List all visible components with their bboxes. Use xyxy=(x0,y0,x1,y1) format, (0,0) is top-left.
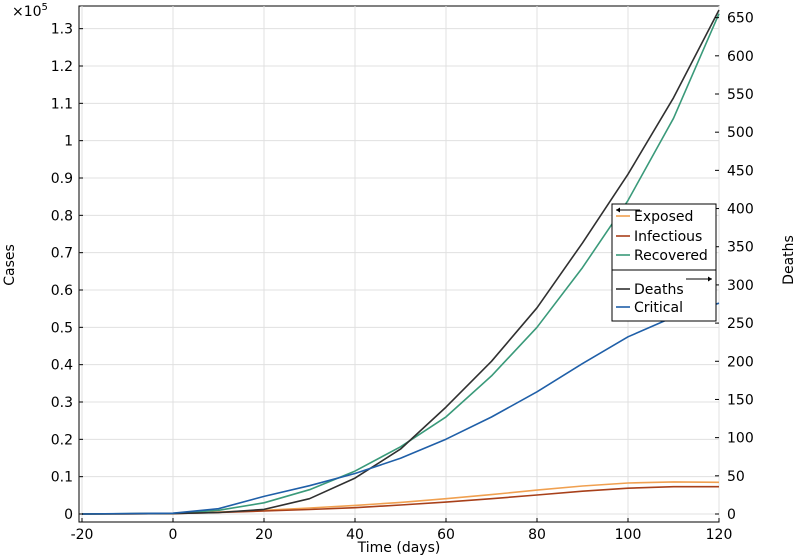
y-left-tick-label: 1.1 xyxy=(51,96,73,112)
y-left-tick-label: 1.2 xyxy=(51,59,73,75)
y-right-tick-label: 150 xyxy=(727,392,754,408)
series-line-critical xyxy=(81,302,720,515)
y-left-tick-label: 0 xyxy=(64,507,73,523)
legend-box xyxy=(611,203,717,322)
legend-label-infectious: Infectious xyxy=(634,229,702,245)
legend-label-deaths: Deaths xyxy=(634,282,684,298)
y-left-tick-label: 0.6 xyxy=(51,283,73,299)
y-left-axis-title: Cases xyxy=(2,244,18,286)
y-left-axis-ticks: 0 0.1 0.2 0.3 0.4 0.5 0.6 0.7 0.8 0.9 1 1.1 1.2 1.3 xyxy=(51,22,83,523)
legend-label-critical: Critical xyxy=(634,300,683,316)
multiplier-exponent: 5 xyxy=(42,2,48,13)
series-lines xyxy=(81,9,720,515)
y-right-tick-label: 350 xyxy=(727,240,754,256)
x-tick-label: 80 xyxy=(528,527,546,543)
x-tick-label: 60 xyxy=(437,527,455,543)
y-right-tick-label: 650 xyxy=(727,11,754,27)
y-left-tick-label: 0.4 xyxy=(51,358,73,374)
y-left-tick-label: 1 xyxy=(64,134,73,150)
x-tick-label: -20 xyxy=(71,527,94,543)
y-right-tick-label: 50 xyxy=(727,469,745,485)
x-axis-title: Time (days) xyxy=(357,540,441,556)
x-tick-label: 100 xyxy=(615,527,642,543)
y-left-tick-label: 0.8 xyxy=(51,208,73,224)
y-right-tick-label: 400 xyxy=(727,202,754,218)
y-left-tick-label: 0.1 xyxy=(51,470,73,486)
y-left-tick-label: 0.5 xyxy=(51,320,73,336)
left-axis-arrow xyxy=(616,207,640,213)
y-left-tick-label: 1.3 xyxy=(51,22,73,38)
y-left-tick-label: 0.7 xyxy=(51,246,73,262)
y-right-tick-label: 250 xyxy=(727,316,754,332)
series-line-deaths xyxy=(81,9,720,515)
multiplier-base: ×10 xyxy=(12,4,42,20)
legend: Exposed Infectious Recovered Deaths Critical xyxy=(611,203,717,322)
legend-label-recovered: Recovered xyxy=(634,248,708,264)
y-right-tick-label: 200 xyxy=(727,354,754,370)
right-axis-arrow xyxy=(686,276,712,282)
y-right-tick-label: 600 xyxy=(727,49,754,65)
x-tick-label: 120 xyxy=(706,527,733,543)
x-axis-ticks: -20 0 20 40 60 80 100 120 xyxy=(71,518,733,543)
y-right-tick-label: 0 xyxy=(727,507,736,523)
legend-entries: Exposed Infectious Recovered Deaths Critical xyxy=(616,209,708,316)
y-right-tick-label: 450 xyxy=(727,163,754,179)
legend-label-exposed: Exposed xyxy=(634,209,693,225)
y-right-tick-label: 300 xyxy=(727,278,754,294)
y-right-tick-label: 100 xyxy=(727,431,754,447)
multiplier-label: ×105 xyxy=(12,2,48,20)
y-left-tick-label: 0.2 xyxy=(51,432,73,448)
y-right-axis-title: Deaths xyxy=(781,235,797,285)
y-right-axis-ticks: 0 50 100 150 200 250 300 350 400 450 500 550 600 650 xyxy=(715,11,754,523)
y-left-tick-label: 0.9 xyxy=(51,171,73,187)
y-right-tick-label: 500 xyxy=(727,125,754,141)
y-right-tick-label: 550 xyxy=(727,87,754,103)
x-tick-label: 0 xyxy=(169,527,178,543)
x-tick-label: 40 xyxy=(346,527,364,543)
x-tick-label: 20 xyxy=(255,527,273,543)
y-left-tick-label: 0.3 xyxy=(51,395,73,411)
